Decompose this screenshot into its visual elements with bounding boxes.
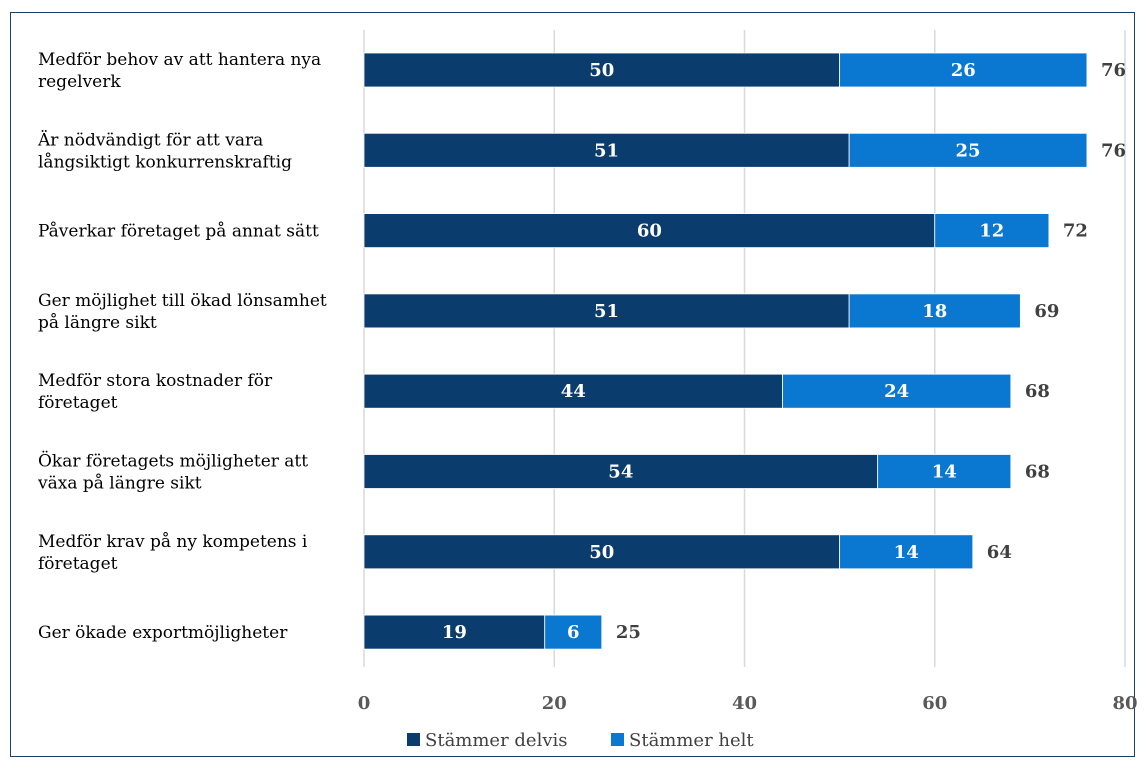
legend-label: Stämmer helt	[629, 730, 754, 751]
category-label-line: Ger ökade exportmöjligheter	[38, 623, 288, 643]
category-label-line: företaget	[38, 393, 118, 413]
bar-value-label: 54	[608, 462, 633, 483]
category-label-line: Påverkar företaget på annat sätt	[38, 222, 319, 242]
x-tick-label: 80	[1112, 693, 1137, 714]
legend-swatch	[611, 733, 624, 746]
category-label-line: på längre sikt	[38, 313, 157, 333]
bar-value-label: 60	[637, 221, 662, 242]
category-label-line: växa på längre sikt	[37, 474, 202, 494]
x-tick-label: 60	[922, 693, 947, 714]
bar-value-label: 25	[956, 140, 981, 161]
x-tick-label: 20	[542, 693, 567, 714]
category-label-line: företaget	[38, 554, 118, 574]
bar-value-label: 51	[594, 140, 619, 161]
category-labels: Medför behov av att hantera nya regelverk…	[37, 50, 327, 643]
category-label-line: Ökar företagets möjligheter att	[38, 451, 308, 472]
x-axis-ticks: 0 20 40 60 80	[358, 693, 1138, 714]
bar-value-label: 12	[979, 221, 1004, 242]
bar-value-label: 14	[932, 462, 957, 483]
category-label: Ger möjlighet till ökad lönsamhet på läng…	[38, 291, 327, 333]
category-label-line: Är nödvändigt för att vara	[37, 129, 263, 150]
bar-total-label: 76	[1101, 60, 1126, 81]
bar-total-label: 76	[1101, 140, 1126, 161]
legend-swatch	[407, 733, 420, 746]
bar-value-label: 50	[589, 60, 614, 81]
legend-label: Stämmer delvis	[425, 730, 568, 751]
bar-value-label: 24	[884, 381, 909, 402]
category-label: Påverkar företaget på annat sätt	[38, 222, 319, 242]
category-label: Ger ökade exportmöjligheter	[38, 623, 288, 643]
gridlines	[364, 30, 1125, 667]
bar-value-label: 51	[594, 301, 619, 322]
category-label: Medför stora kostnader för företaget	[38, 371, 273, 413]
x-tick-label: 0	[358, 693, 371, 714]
bar-value-label: 50	[589, 542, 614, 563]
category-label-line: regelverk	[38, 72, 121, 92]
category-label: Medför behov av att hantera nya regelverk	[38, 50, 321, 92]
bar-total-label: 68	[1025, 462, 1050, 483]
legend: Stämmer delvis Stämmer helt	[407, 730, 754, 751]
bar-value-label: 19	[442, 622, 467, 643]
category-label-line: Medför krav på ny kompetens i	[38, 532, 308, 552]
bar-total-label: 68	[1025, 381, 1050, 402]
bar-total-label: 72	[1063, 221, 1088, 242]
bar-value-label: 14	[894, 542, 919, 563]
category-label: Medför krav på ny kompetens i företaget	[38, 532, 308, 574]
bar-total-label: 69	[1034, 301, 1059, 322]
category-label-line: Ger möjlighet till ökad lönsamhet	[38, 291, 327, 311]
bar-value-label: 18	[922, 301, 947, 322]
category-label: Ökar företagets möjligheter att växa på l…	[37, 451, 308, 494]
category-label-line: Medför stora kostnader för	[38, 371, 273, 391]
bar-total-label: 64	[987, 542, 1012, 563]
category-label-line: Medför behov av att hantera nya	[38, 50, 321, 70]
bar-value-label: 44	[561, 381, 586, 402]
bar-value-label: 6	[567, 622, 580, 643]
category-label-line: långsiktigt konkurrenskraftig	[38, 152, 292, 172]
bar-total-label: 25	[616, 622, 641, 643]
x-tick-label: 40	[732, 693, 757, 714]
category-label: Är nödvändigt för att vara långsiktigt ko…	[37, 129, 292, 172]
bar-value-label: 26	[951, 60, 976, 81]
